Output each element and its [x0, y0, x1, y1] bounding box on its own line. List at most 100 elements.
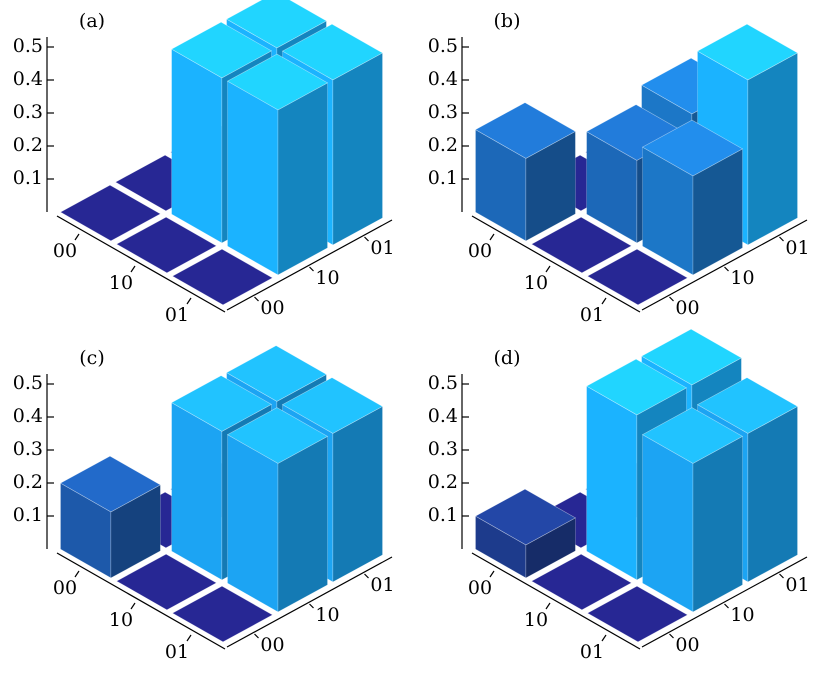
- panel-title: (c): [79, 347, 104, 369]
- y-tick: [309, 603, 314, 609]
- bar-top: [530, 553, 633, 611]
- z-tick-label: 0.3: [428, 438, 458, 460]
- y-tick: [779, 573, 784, 579]
- bar-top: [641, 407, 744, 464]
- panel: (b) 0.1 0.2 0.3 0.4 0.5 00 10 01 00 10 01: [428, 10, 810, 326]
- x-tick: [130, 265, 136, 273]
- bar: [586, 585, 689, 643]
- y-tick-label: 01: [370, 574, 394, 596]
- bar: [171, 585, 274, 643]
- y-axis: [226, 219, 393, 311]
- panel: (d) 0.1 0.2 0.3 0.4 0.5 00 10 01 00 10 01: [428, 328, 810, 663]
- z-tick-label: 0.4: [428, 405, 458, 427]
- bar-top: [225, 0, 328, 49]
- x-tick: [545, 602, 551, 610]
- bar-top: [226, 53, 329, 111]
- x-tick: [74, 570, 80, 578]
- y-tick: [254, 296, 259, 302]
- bar: [586, 248, 689, 306]
- panel-title: (b): [494, 10, 521, 32]
- y-tick: [364, 236, 369, 242]
- bar-top: [474, 488, 577, 546]
- bar-top: [474, 102, 577, 159]
- y-tick: [309, 266, 314, 272]
- y-tick-label: 00: [260, 634, 284, 656]
- y-tick: [669, 633, 674, 639]
- bar-side: [747, 52, 798, 246]
- x-tick-label: 01: [165, 304, 189, 326]
- z-tick-label: 0.2: [428, 134, 458, 156]
- y-tick: [669, 296, 674, 302]
- y-tick-label: 10: [315, 267, 339, 289]
- z-tick-label: 0.2: [428, 471, 458, 493]
- bar: [641, 407, 744, 613]
- panel: (c) 0.1 0.2 0.3 0.4 0.5 00 10 01 00 10 01: [13, 345, 395, 663]
- bar-front: [586, 385, 638, 581]
- x-tick: [130, 602, 136, 610]
- y-axis: [641, 556, 808, 648]
- bar-side: [277, 435, 328, 613]
- bar-top: [170, 375, 273, 432]
- z-tick-label: 0.5: [13, 372, 43, 394]
- z-tick-label: 0.4: [428, 68, 458, 90]
- x-axis: [56, 552, 226, 650]
- x-tick: [489, 233, 495, 241]
- z-tick-label: 0.1: [428, 167, 458, 189]
- z-tick-label: 0.4: [13, 405, 43, 427]
- y-tick-label: 01: [785, 237, 809, 259]
- x-tick-label: 01: [580, 641, 604, 663]
- x-tick-label: 10: [109, 272, 133, 294]
- bar: [59, 455, 162, 579]
- z-tick-label: 0.1: [13, 504, 43, 526]
- y-tick-label: 00: [675, 297, 699, 319]
- x-axis: [471, 215, 641, 313]
- bar-front: [227, 80, 279, 276]
- y-axis: [641, 219, 808, 311]
- bar-top: [115, 553, 218, 611]
- bar-top: [640, 328, 743, 386]
- bar-front: [227, 434, 279, 613]
- x-axis: [56, 215, 226, 313]
- bar-front: [642, 434, 694, 613]
- y-tick: [254, 633, 259, 639]
- x-tick-label: 10: [109, 609, 133, 631]
- bar: [115, 553, 218, 611]
- bar: [171, 248, 274, 306]
- y-tick-label: 01: [370, 237, 394, 259]
- bar-side: [692, 435, 743, 613]
- z-tick-label: 0.3: [13, 101, 43, 123]
- x-tick-label: 00: [53, 240, 77, 262]
- y-tick: [364, 573, 369, 579]
- bar: [226, 53, 329, 276]
- bar-top: [225, 345, 328, 402]
- x-tick-label: 00: [468, 577, 492, 599]
- bar-top: [281, 377, 384, 434]
- z-tick-label: 0.4: [13, 68, 43, 90]
- bar-top: [226, 407, 329, 464]
- bar: [115, 216, 218, 274]
- z-tick-label: 0.3: [13, 438, 43, 460]
- panel: (a) 0.1 0.2 0.3 0.4 0.5 00 10 01 00 10 01: [13, 0, 395, 326]
- bar-top: [171, 248, 274, 306]
- z-tick-label: 0.1: [428, 504, 458, 526]
- bar-top: [170, 21, 273, 79]
- y-tick-label: 10: [730, 604, 754, 626]
- y-tick-label: 10: [730, 267, 754, 289]
- x-tick-label: 10: [524, 609, 548, 631]
- panel-title: (d): [494, 347, 521, 369]
- bar-top: [59, 184, 162, 242]
- bar: [474, 488, 577, 579]
- x-tick: [489, 570, 495, 578]
- z-tick-label: 0.1: [13, 167, 43, 189]
- bar-top: [585, 358, 688, 416]
- bar-top: [696, 377, 799, 434]
- bar: [530, 553, 633, 611]
- y-tick-label: 00: [675, 634, 699, 656]
- bar-top: [641, 119, 744, 177]
- bar-top: [530, 216, 633, 274]
- bar: [59, 184, 162, 242]
- panel-title: (a): [79, 10, 105, 32]
- y-tick: [724, 266, 729, 272]
- bar-top: [586, 248, 689, 306]
